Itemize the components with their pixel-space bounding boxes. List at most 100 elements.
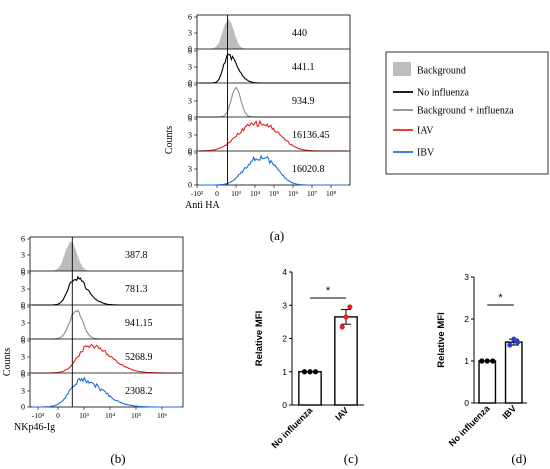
histogram-background <box>199 18 348 50</box>
legend-swatch-background <box>393 62 411 76</box>
y-tick-label: 6 <box>188 81 192 90</box>
bar-0 <box>478 360 497 404</box>
histogram-no_influenza <box>199 52 348 84</box>
legend: Background No influenza Background + influ… <box>385 51 549 175</box>
y-tick-label: 6 <box>21 235 25 244</box>
y-tick-label: 0 <box>21 335 25 344</box>
panel-label: (b) <box>110 451 125 466</box>
x-tick-label: 10⁵ <box>131 411 142 420</box>
x-tick-label: 10³ <box>231 189 242 198</box>
plot-frame <box>196 14 351 186</box>
y-tick-label: 3 <box>188 165 192 174</box>
legend-label: IAV <box>417 126 434 137</box>
significance-marker: * <box>498 292 503 304</box>
plot-frame <box>29 236 184 408</box>
y-tick-label: 4 <box>282 267 287 277</box>
y-tick-label: 6 <box>188 149 192 158</box>
bar-1 <box>334 316 358 406</box>
y-tick-label: 1 <box>282 367 287 377</box>
x-tick-label: 10⁴ <box>105 411 116 420</box>
x-tick-label: 10⁶ <box>157 411 168 420</box>
mfi-label: 16020.8 <box>292 164 325 175</box>
y-tick-label: 0 <box>21 267 25 276</box>
y-tick-label: 0 <box>21 369 25 378</box>
x-tick-label: 10⁵ <box>269 189 280 198</box>
histogram-iav <box>32 343 181 374</box>
y-tick-label: 3 <box>464 272 469 282</box>
legend-label: IBV <box>417 148 435 159</box>
category-label: IBV <box>500 403 518 421</box>
data-point <box>347 304 353 310</box>
y-tick-label: 3 <box>21 319 25 328</box>
y-tick-label: 0 <box>282 400 287 410</box>
mfi-label: 441.1 <box>292 62 315 73</box>
significance-marker: * <box>326 285 331 297</box>
x-tick-label: 10⁷ <box>307 189 318 198</box>
histogram-no_influenza <box>32 275 181 306</box>
y-axis-label: Counts <box>2 348 13 376</box>
legend-label: Background + influenza <box>417 106 514 117</box>
y-tick-label: 0 <box>188 45 192 54</box>
y-tick-label: 3 <box>21 387 25 396</box>
mfi-label: 16136.45 <box>292 130 330 141</box>
y-axis-label: Counts <box>164 126 175 154</box>
y-tick-label: 0 <box>21 301 25 310</box>
data-point <box>312 369 319 375</box>
y-tick-label: 0 <box>464 398 469 408</box>
histogram-background <box>32 241 181 272</box>
x-tick-label: 10⁶ <box>288 189 299 198</box>
x-tick-label: -10² <box>191 189 204 198</box>
y-tick-label: 0 <box>188 113 192 122</box>
category-label: No influenza <box>270 405 316 451</box>
panel-label: (d) <box>511 451 526 466</box>
x-axis-label: Anti HA <box>185 200 221 211</box>
y-tick-label: 3 <box>188 97 192 106</box>
y-tick-label: 3 <box>21 285 25 294</box>
x-tick-label: 10⁸ <box>326 189 337 198</box>
y-axis-label: Relative MFI <box>254 311 265 366</box>
data-point <box>339 324 345 330</box>
y-tick-label: 3 <box>21 353 25 362</box>
mfi-label: 2308.2 <box>125 386 153 397</box>
y-tick-label: 0 <box>21 403 25 412</box>
category-label: IAV <box>333 405 350 422</box>
legend-label: No influenza <box>417 88 469 99</box>
histogram-ibv <box>32 376 181 408</box>
y-tick-label: 6 <box>188 115 192 124</box>
y-tick-label: 2 <box>464 314 469 324</box>
legend-label: Background <box>417 66 466 77</box>
histogram-bg_plus_influenza <box>199 86 348 118</box>
histogram-ibv <box>199 154 348 186</box>
data-point <box>511 336 517 342</box>
y-tick-label: 6 <box>21 371 25 380</box>
x-tick-label: 10⁴ <box>250 189 261 198</box>
mfi-label: 941.15 <box>125 318 153 329</box>
x-axis-label: NKp46-Ig <box>14 422 55 433</box>
y-tick-label: 0 <box>188 181 192 190</box>
x-tick-label: -10³ <box>32 411 45 420</box>
data-point <box>515 339 521 345</box>
y-tick-label: 0 <box>188 79 192 88</box>
panel-b-histograms: 0 3 6 387.8 0 3 6 781.3 0 3 6 941.15 0 3 6 5268.9 0 3 6 230… <box>2 235 184 466</box>
mfi-label: 5268.9 <box>125 352 153 363</box>
y-tick-label: 0 <box>188 147 192 156</box>
mfi-label: 440 <box>292 28 307 39</box>
data-point <box>484 358 490 364</box>
panel-label: (a) <box>270 228 284 243</box>
data-point <box>343 314 349 320</box>
y-tick-label: 3 <box>188 63 192 72</box>
y-tick-label: 6 <box>21 337 25 346</box>
y-tick-label: 6 <box>21 269 25 278</box>
x-tick-label: 0 <box>56 411 60 420</box>
panel-d-bar-chart: 0 1 2 3 No influenza IBV * Relative MFI (d) <box>436 272 527 466</box>
panel-c-bar-chart: 0 1 2 3 4 No influenza IAV * Relative MFI (c) <box>254 267 364 466</box>
data-point <box>301 369 308 375</box>
y-tick-label: 6 <box>21 303 25 312</box>
mfi-label: 781.3 <box>125 284 148 295</box>
y-tick-label: 3 <box>188 131 192 140</box>
data-point <box>507 342 513 348</box>
y-axis-label: Relative MFI <box>436 312 447 367</box>
data-point <box>479 358 485 364</box>
y-tick-label: 3 <box>21 251 25 260</box>
